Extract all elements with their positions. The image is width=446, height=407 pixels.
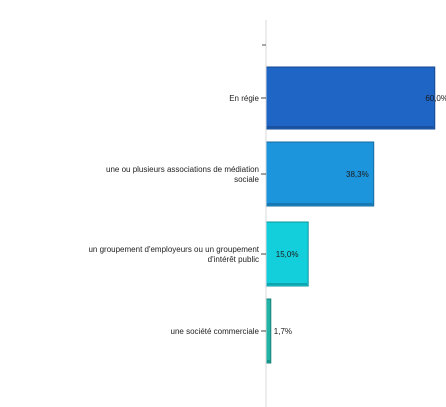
category-labels-group: En régie une ou plusieurs associations de…: [88, 94, 259, 336]
ticks-group: [261, 97, 266, 332]
bar: [265, 141, 375, 207]
category-label: une ou plusieurs associations de médiati…: [106, 165, 259, 174]
category-label: une société commerciale: [171, 327, 260, 336]
value-label: 1,7%: [274, 327, 292, 336]
bar-shadow: [267, 283, 308, 285]
category-label: d'intérêt public: [208, 255, 259, 264]
bar-shadow: [267, 203, 373, 205]
bars-group: [265, 66, 436, 364]
category-label: sociale: [234, 175, 259, 184]
value-label: 38,3%: [346, 170, 369, 179]
value-label: 15,0%: [276, 250, 299, 259]
bar: [265, 66, 436, 130]
bar-shadow: [267, 126, 434, 128]
bar-shadow: [267, 360, 270, 362]
category-label: En régie: [229, 94, 259, 103]
category-label: un groupement d'employeurs ou un groupem…: [88, 245, 259, 254]
bar: [265, 298, 272, 364]
value-labels-group: 60,0% 38,3% 15,0% 1,7%: [274, 94, 446, 336]
value-label: 60,0%: [425, 94, 446, 103]
bar: [265, 221, 309, 287]
